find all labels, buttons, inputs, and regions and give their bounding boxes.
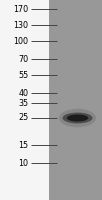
Text: 15: 15 bbox=[18, 140, 29, 149]
Text: 130: 130 bbox=[14, 21, 29, 29]
Text: 35: 35 bbox=[18, 98, 29, 108]
Text: 70: 70 bbox=[18, 54, 29, 64]
Text: 25: 25 bbox=[18, 114, 29, 122]
Text: 40: 40 bbox=[19, 88, 29, 98]
Text: 10: 10 bbox=[19, 158, 29, 168]
Text: 55: 55 bbox=[18, 71, 29, 79]
Ellipse shape bbox=[59, 109, 96, 127]
Ellipse shape bbox=[63, 113, 93, 123]
Bar bbox=[0, 0, 49, 200]
Text: 170: 170 bbox=[13, 4, 29, 14]
Text: 100: 100 bbox=[14, 36, 29, 46]
Ellipse shape bbox=[67, 114, 88, 122]
Bar bbox=[49, 0, 102, 200]
